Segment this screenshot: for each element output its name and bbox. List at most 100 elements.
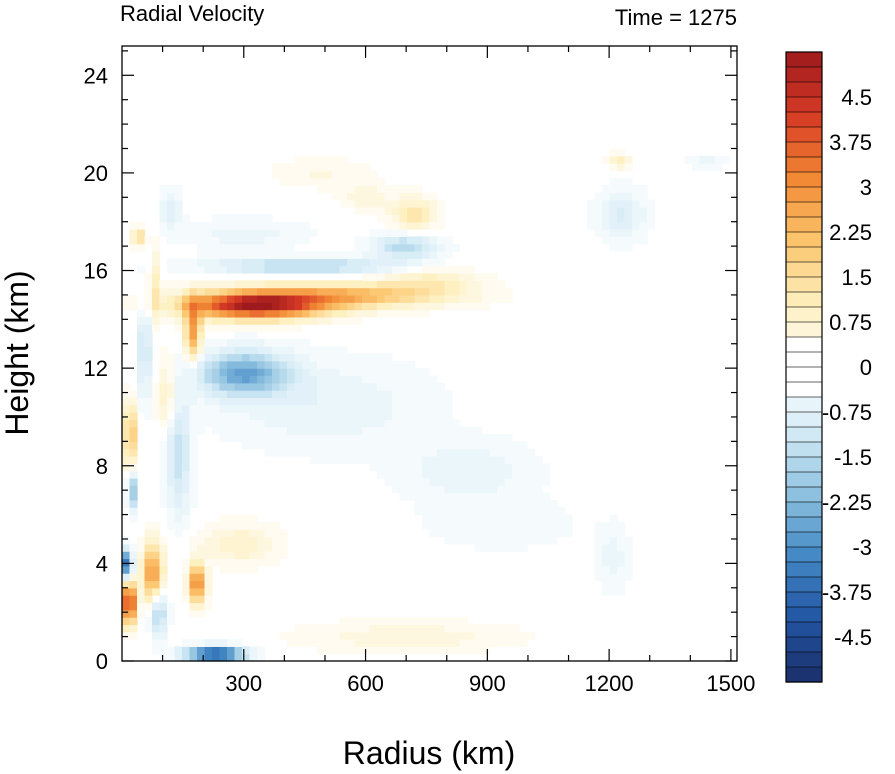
heatmap-cell: [242, 529, 251, 538]
heatmap-cell: [152, 309, 161, 318]
heatmap-cell: [354, 397, 363, 406]
heatmap-cell: [467, 521, 476, 530]
heatmap-cell: [407, 477, 416, 486]
heatmap-cell: [362, 265, 371, 274]
heatmap-cell: [272, 236, 281, 245]
heatmap-cell: [384, 412, 393, 420]
heatmap-cell: [264, 280, 273, 289]
heatmap-cell: [369, 199, 378, 208]
heatmap-cell: [317, 624, 326, 633]
heatmap-cell: [369, 419, 378, 428]
heatmap-cell: [144, 331, 153, 340]
heatmap-cell: [392, 434, 401, 442]
heatmap-cell: [264, 390, 273, 399]
heatmap-cell: [294, 639, 303, 647]
heatmap-cell: [384, 199, 393, 208]
heatmap-cell: [482, 456, 491, 464]
heatmap-cell: [384, 390, 393, 399]
heatmap-cell: [197, 573, 206, 582]
heatmap-cell: [392, 251, 401, 259]
heatmap-cell: [609, 221, 618, 230]
heatmap-cell: [152, 251, 161, 259]
heatmap-cell: [557, 507, 566, 516]
heatmap-cell: [189, 573, 198, 582]
heatmap-cell: [377, 265, 386, 274]
heatmap-cell: [197, 346, 206, 355]
heatmap-cell: [339, 368, 348, 377]
heatmap-cell: [234, 434, 243, 442]
colorbar-tick-label: -3: [852, 535, 872, 560]
heatmap-cell: [212, 646, 221, 655]
heatmap-cell: [452, 470, 461, 479]
heatmap-cell: [264, 426, 273, 435]
heatmap-cell: [414, 243, 423, 252]
heatmap-cell: [429, 236, 438, 245]
heatmap-cell: [437, 448, 446, 457]
heatmap-cell: [159, 287, 168, 296]
heatmap-cell: [512, 470, 521, 479]
plot-area: [121, 45, 738, 662]
heatmap-cell: [474, 302, 483, 311]
heatmap-cell: [257, 529, 266, 538]
colorbar-tick-label: 0.75: [829, 310, 872, 335]
heatmap-cell: [167, 448, 176, 457]
heatmap-cell: [137, 236, 146, 245]
heatmap-cell: [302, 170, 311, 179]
heatmap-cell: [129, 463, 138, 472]
heatmap-cell: [512, 529, 521, 538]
heatmap-cell: [459, 521, 468, 530]
colorbar-tick-label: 1.5: [841, 265, 872, 290]
colorbar-box: [785, 66, 823, 83]
heatmap-cell: [467, 441, 476, 450]
heatmap-cell: [429, 639, 438, 647]
heatmap-cell: [302, 346, 311, 355]
heatmap-cell: [197, 229, 206, 237]
heatmap-cell: [174, 375, 183, 384]
heatmap-cell: [294, 163, 303, 172]
heatmap-cell: [384, 404, 393, 413]
heatmap-cell: [519, 492, 528, 501]
heatmap-cell: [257, 419, 266, 428]
heatmap-cell: [467, 280, 476, 289]
heatmap-cell: [414, 456, 423, 464]
heatmap-cell: [609, 163, 618, 172]
heatmap-cell: [609, 214, 618, 223]
heatmap-cell: [204, 360, 213, 369]
heatmap-cell: [474, 294, 483, 303]
heatmap-cell: [317, 309, 326, 318]
heatmap-cell: [504, 624, 513, 633]
heatmap-cell: [429, 412, 438, 420]
heatmap-cell: [227, 514, 236, 523]
heatmap-cell: [309, 456, 318, 464]
heatmap-cell: [287, 426, 296, 435]
heatmap-cell: [489, 470, 498, 479]
heatmap-cell: [272, 448, 281, 457]
heatmap-cell: [482, 302, 491, 311]
heatmap-cell: [414, 617, 423, 625]
heatmap-cell: [474, 272, 483, 281]
heatmap-cell: [122, 294, 131, 303]
heatmap-cell: [617, 199, 626, 208]
heatmap-cell: [212, 251, 221, 259]
heatmap-cell: [264, 346, 273, 355]
heatmap-cell: [152, 624, 161, 633]
heatmap-cell: [392, 404, 401, 413]
colorbar-tick-label: -4.5: [834, 625, 872, 650]
heatmap-cell: [167, 368, 176, 377]
heatmap-cell: [122, 536, 131, 545]
heatmap-cell: [279, 177, 288, 186]
heatmap-cell: [174, 441, 183, 450]
colorbar-box: [785, 441, 823, 458]
colorbar-labels: 4.53.7532.251.50.750-0.75-1.5-2.25-3-3.7…: [822, 85, 872, 650]
heatmap-cell: [399, 258, 408, 267]
heatmap-cell: [354, 434, 363, 442]
heatmap-cell: [264, 236, 273, 245]
heatmap-cell: [414, 382, 423, 391]
heatmap-cell: [602, 587, 611, 596]
heatmap-cell: [264, 434, 273, 442]
heatmap-cell: [482, 434, 491, 442]
heatmap-cell: [407, 280, 416, 289]
heatmap-cell: [279, 543, 288, 552]
heatmap-cell: [234, 243, 243, 252]
heatmap-cell: [137, 265, 146, 274]
